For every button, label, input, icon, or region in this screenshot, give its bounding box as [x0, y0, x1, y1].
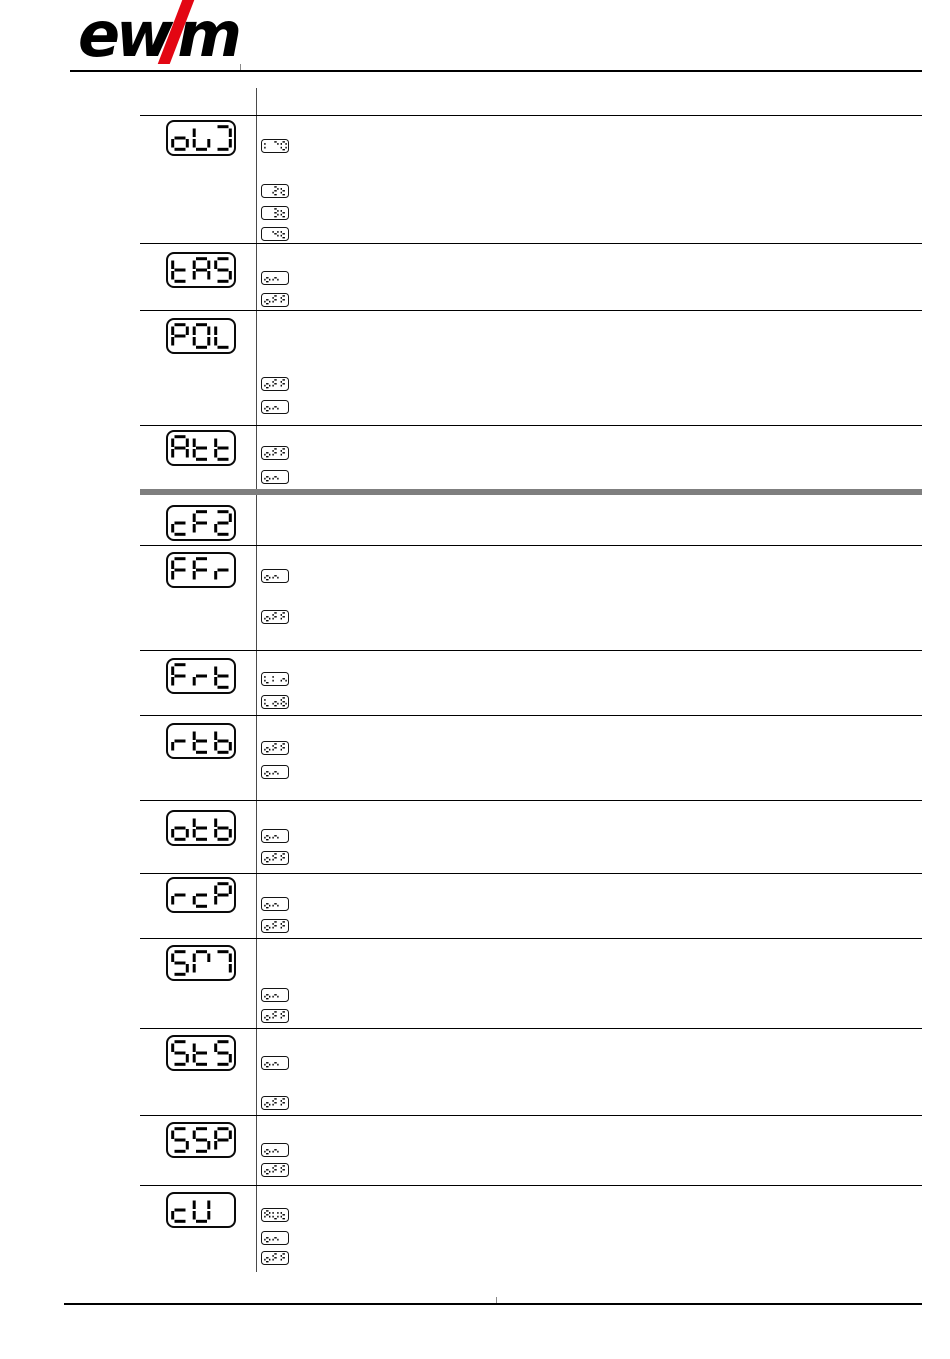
- config-row-otb: [140, 800, 922, 873]
- row-separator: [140, 1028, 922, 1030]
- option-badge-on: [261, 1231, 289, 1245]
- option-badge-Lin: [261, 672, 289, 686]
- param-display-oUJ: [166, 120, 236, 156]
- param-display-tAS: [166, 252, 236, 288]
- option-badge-on: [261, 400, 289, 414]
- row-separator: [140, 545, 922, 547]
- border-junction-tick: [240, 64, 241, 70]
- row-separator: [140, 1185, 922, 1187]
- param-display-cU: [166, 1192, 236, 1228]
- config-row-StS: [140, 1028, 922, 1115]
- option-badge-oFF: [261, 1251, 289, 1265]
- row-separator: [140, 425, 922, 427]
- row-separator: [140, 800, 922, 802]
- option-badge-oFF: [261, 446, 289, 460]
- param-display-rcP: [166, 877, 236, 913]
- column-divider: [256, 88, 258, 1272]
- config-row-FFr: [140, 545, 922, 650]
- param-display-FFr: [166, 552, 236, 588]
- logo-text-m: m: [177, 0, 242, 71]
- row-separator: [140, 873, 922, 875]
- option-badge-LoG: [261, 695, 289, 709]
- option-badge-on: [261, 897, 289, 911]
- param-display-otb: [166, 810, 236, 846]
- option-badge-oFF: [261, 293, 289, 307]
- logo-text-ew: ew: [78, 0, 173, 71]
- footer-rule: [64, 1303, 922, 1305]
- option-badge-oFF: [261, 851, 289, 865]
- option-badge-3t: [261, 206, 289, 220]
- option-badge-oFF: [261, 1096, 289, 1110]
- row-separator: [140, 650, 922, 652]
- config-row-cU: [140, 1185, 922, 1272]
- option-badge-1-0: [261, 139, 289, 153]
- option-badge-oFF: [261, 1163, 289, 1177]
- option-badge-oFF: [261, 741, 289, 755]
- option-badge-on: [261, 271, 289, 285]
- param-display-SM: [166, 945, 236, 981]
- param-display-Frt: [166, 658, 236, 694]
- config-row-SM: [140, 938, 922, 1028]
- option-badge-on: [261, 988, 289, 1002]
- row-separator: [140, 115, 922, 117]
- ewm-logo: ew m: [78, 0, 242, 71]
- config-row-POL: [140, 310, 922, 425]
- row-separator: [140, 243, 922, 245]
- header-rule: [70, 70, 922, 72]
- row-separator: [140, 715, 922, 717]
- param-display-POL: [166, 318, 236, 354]
- config-row-Att: [140, 425, 922, 489]
- option-badge-oFF: [261, 610, 289, 624]
- option-badge-oFF: [261, 919, 289, 933]
- border-junction-tick: [496, 1297, 497, 1303]
- option-badge-2t: [261, 184, 289, 198]
- option-badge-on: [261, 1056, 289, 1070]
- param-display-cF2: [166, 505, 236, 541]
- config-row-Frt: [140, 650, 922, 715]
- config-row-cF2: [140, 495, 922, 545]
- option-badge-oFF: [261, 377, 289, 391]
- config-row-rtb: [140, 715, 922, 800]
- option-badge-on: [261, 829, 289, 843]
- option-badge-on: [261, 765, 289, 779]
- param-display-rtb: [166, 723, 236, 759]
- row-separator: [140, 310, 922, 312]
- param-display-SSP: [166, 1122, 236, 1158]
- config-row-rcP: [140, 873, 922, 938]
- option-badge-4t: [261, 227, 289, 241]
- param-display-StS: [166, 1035, 236, 1071]
- option-badge-oFF: [261, 1009, 289, 1023]
- config-row-tAS: [140, 243, 922, 310]
- param-display-Att: [166, 430, 236, 466]
- section-divider-bar: [140, 489, 922, 495]
- config-row-SSP: [140, 1115, 922, 1185]
- row-separator: [140, 938, 922, 940]
- option-badge-on: [261, 569, 289, 583]
- option-badge-on: [261, 1143, 289, 1157]
- option-badge-on: [261, 470, 289, 484]
- option-badge-AUt: [261, 1208, 289, 1222]
- row-separator: [140, 1115, 922, 1117]
- config-row-oUJ: [140, 115, 922, 243]
